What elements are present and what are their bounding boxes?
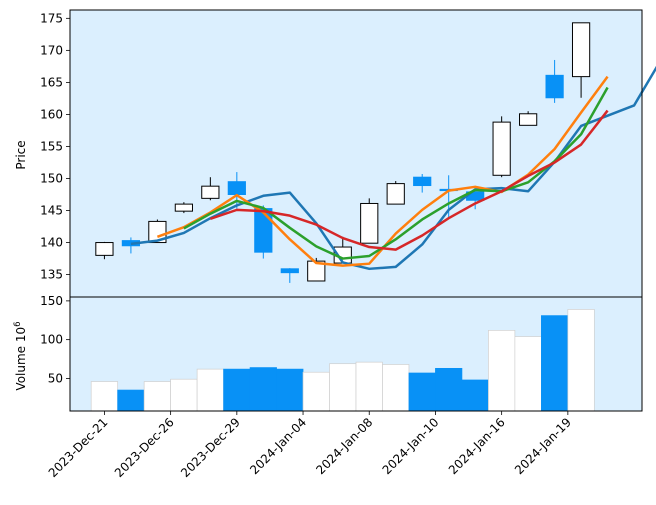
x-tick-label: 2024-Jan-19 [512,415,574,477]
candle-body [307,260,326,282]
volume-plot-frame [69,296,643,412]
volume-panel: 50 100 150 [40,294,643,412]
candle-body [254,208,273,253]
price-tick-label: 160 [40,107,63,121]
price-axis-label: Price [14,140,28,169]
volume-tick-label: 50 [48,371,63,385]
price-tick-label: 145 [40,204,63,218]
candle [571,22,591,98]
volume-bar [143,381,171,412]
volume-bar [514,336,542,412]
x-tick-label: 2024-Jan-10 [380,415,442,477]
price-tick-label: 155 [40,139,63,153]
candle [201,177,220,201]
candle-body [413,176,432,187]
candle-body [545,74,564,99]
candle-body [519,113,538,126]
moving-average-line [130,65,656,271]
candle-body [492,121,511,176]
candle [360,198,379,244]
x-tick-label: 2024-Jan-04 [247,415,309,477]
volume-bar [170,378,198,412]
volume-bar [276,368,304,412]
candle [545,59,564,103]
price-tick-label: 135 [40,268,63,282]
volume-bar [249,367,277,412]
volume-bar [117,389,145,412]
price-panel: 135 140 145 150 155 160 165 170 175 [40,9,656,298]
volume-bar [461,379,489,412]
volume-bar [408,372,436,412]
volume-axis-label: Volume 106 [13,321,28,390]
price-tick-label: 140 [40,236,63,250]
x-tick-label: 2023-Dec-29 [178,415,243,480]
candle [148,219,167,244]
volume-bar [488,329,516,412]
volume-bar [435,367,463,412]
price-tick-label: 175 [40,11,63,25]
candle-body [148,220,167,244]
candle [174,202,193,214]
volume-bar [196,368,224,412]
moving-average-line [209,109,609,251]
candle [519,111,538,126]
candle-body [95,242,114,256]
price-plot-background [70,10,642,297]
x-tick-label: 2023-Dec-21 [46,415,111,480]
price-tick-label: 150 [40,171,63,185]
volume-bar [329,363,357,412]
candle-body [360,202,379,244]
x-tick-label: 2024-Jan-16 [446,415,508,477]
volume-bar [223,368,251,412]
moving-average-line [183,86,609,260]
volume-bar [90,381,119,412]
candle-body [227,181,246,195]
candle [95,241,114,260]
volume-tick-label: 150 [40,294,63,308]
volume-bar [355,361,383,412]
x-tick-label: 2023-Dec-26 [112,415,177,480]
candle-body [280,268,299,274]
price-tick-label: 165 [40,75,63,89]
candle [413,174,432,193]
candle-body [174,203,193,212]
x-axis: 2023-Dec-21 2023-Dec-26 2023-Dec-29 2024-Ja… [46,411,574,480]
candle-body [571,22,591,78]
candle [492,116,511,178]
candle [280,268,299,283]
candle-body [201,185,220,199]
volume-bar [302,371,330,412]
volume-tick-label: 100 [40,333,63,347]
x-tick-label: 2024-Jan-08 [313,415,375,477]
candle [386,181,405,205]
volume-bar [382,364,410,412]
volume-bar [541,315,569,412]
price-tick-label: 170 [40,43,63,57]
candle-body [386,183,405,205]
volume-bar [567,309,595,412]
